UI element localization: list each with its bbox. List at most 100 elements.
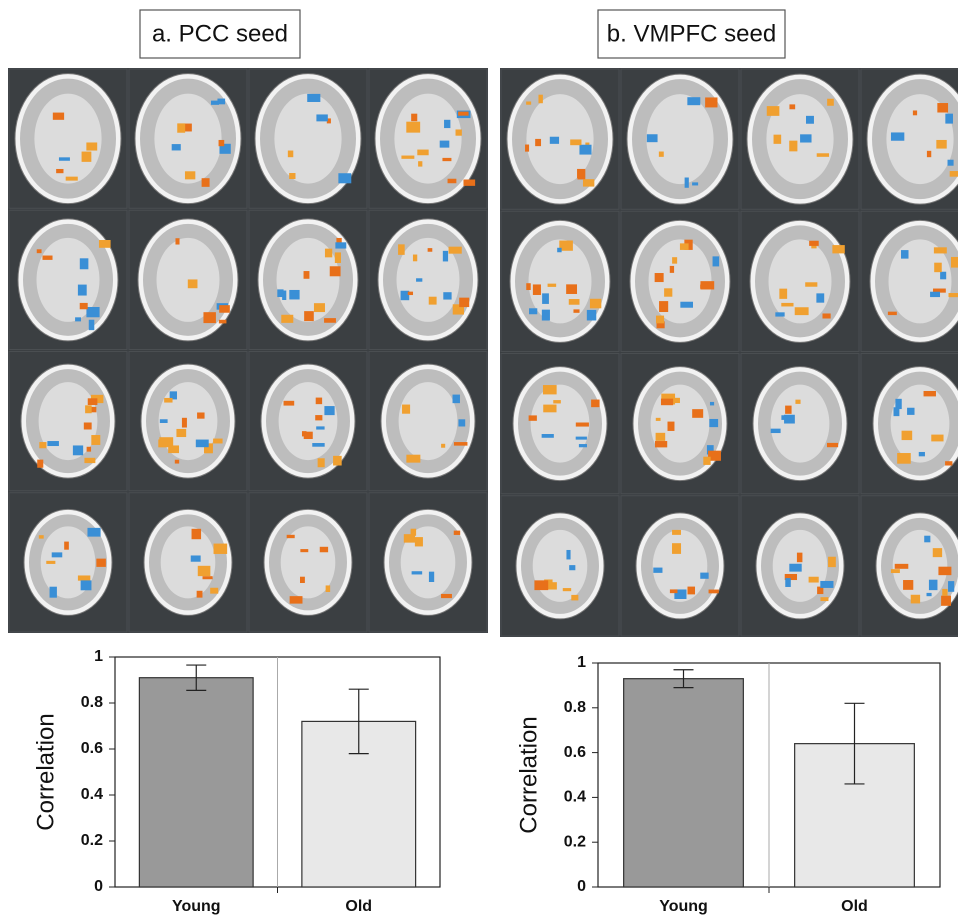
activation-blob [945, 461, 952, 465]
activation-blob [797, 553, 803, 563]
activation-blob [211, 101, 219, 105]
activation-blob [454, 442, 468, 446]
activation-blob [182, 418, 187, 428]
activation-blob [535, 139, 541, 146]
activation-blob [656, 433, 666, 441]
activation-blob [459, 298, 469, 307]
activation-blob [934, 247, 947, 253]
activation-blob [774, 135, 782, 144]
y-tick-label: 0.6 [564, 744, 586, 761]
activation-blob [172, 144, 181, 150]
activation-blob [942, 589, 947, 596]
activation-blob [198, 566, 211, 576]
x-tick-label: Young [659, 898, 708, 915]
activation-blob [542, 434, 554, 438]
activation-blob [529, 308, 537, 314]
activation-blob [656, 316, 664, 324]
activation-blob [191, 555, 201, 561]
white-matter [399, 382, 458, 460]
activation-blob [458, 419, 465, 426]
white-matter [394, 94, 461, 184]
activation-blob [670, 266, 674, 273]
activation-blob [700, 285, 713, 289]
activation-blob [164, 398, 172, 403]
activation-blob [326, 585, 331, 592]
activation-blob [316, 114, 327, 121]
activation-blob [277, 289, 283, 297]
activation-blob [789, 104, 795, 109]
activation-blob [219, 140, 225, 146]
activation-blob [789, 141, 797, 152]
activation-blob [534, 580, 548, 590]
activation-blob [709, 590, 719, 594]
activation-blob [888, 312, 897, 315]
activation-blob [316, 426, 324, 429]
y-tick-label: 0.4 [81, 786, 103, 803]
activation-blob [203, 312, 215, 323]
white-matter [891, 385, 950, 463]
activation-blob [570, 139, 581, 145]
activation-blob [767, 106, 780, 116]
activation-blob [672, 257, 677, 263]
activation-blob [78, 575, 90, 580]
activation-blob [411, 114, 417, 122]
activation-blob [576, 422, 589, 426]
activation-blob [945, 114, 953, 124]
activation-blob [590, 299, 601, 309]
activation-blob [89, 320, 95, 330]
activation-blob [412, 571, 423, 574]
activation-blob [579, 444, 587, 447]
activation-blob [700, 573, 708, 579]
activation-blob [647, 134, 658, 142]
bar [624, 679, 744, 887]
activation-blob [664, 288, 672, 296]
activation-blob [941, 596, 951, 606]
activation-blob [288, 151, 293, 158]
activation-blob [806, 116, 814, 124]
activation-blob [894, 407, 900, 416]
activation-blob [37, 460, 43, 468]
activation-blob [175, 460, 179, 464]
activation-blob [80, 303, 88, 309]
activation-blob [591, 400, 599, 408]
activation-blob [924, 391, 936, 396]
activation-blob [338, 173, 351, 183]
activation-blob [443, 292, 451, 299]
activation-blob [289, 173, 295, 179]
activation-blob [538, 95, 542, 104]
activation-blob [411, 529, 417, 536]
activation-blob [315, 415, 322, 420]
y-tick-label: 1 [577, 654, 586, 671]
activation-blob [406, 455, 420, 463]
x-tick-label: Old [841, 898, 868, 915]
activation-blob [820, 581, 833, 588]
activation-blob [304, 311, 314, 321]
panel-title: a. PCC seed [152, 20, 288, 47]
activation-blob [542, 293, 549, 304]
activation-blob [902, 431, 913, 440]
activation-blob [442, 158, 451, 161]
activation-blob [661, 399, 673, 406]
activation-blob [940, 272, 946, 280]
y-tick-label: 0.8 [81, 694, 103, 711]
activation-blob [775, 312, 784, 316]
activation-blob [210, 588, 218, 594]
y-tick-label: 0.2 [81, 832, 103, 849]
activation-blob [289, 290, 299, 300]
activation-blob [934, 263, 942, 272]
activation-blob [185, 171, 195, 179]
activation-blob [50, 587, 57, 598]
y-tick-label: 0 [94, 878, 103, 895]
figure: a. PCC seed 0 0.2 0.4 0.6 0.8 1 Correlation Youn… [0, 0, 958, 919]
y-axis-label: Correlation [515, 716, 542, 833]
activation-blob [950, 171, 958, 177]
y-tick-label: 0.8 [564, 699, 586, 716]
activation-blob [408, 292, 413, 295]
y-axis-label: Correlation [32, 713, 59, 830]
activation-blob [324, 406, 334, 415]
activation-blob [46, 561, 55, 564]
activation-blob [418, 161, 422, 166]
activation-blob [827, 99, 834, 106]
activation-blob [39, 535, 44, 538]
activation-blob [930, 292, 940, 297]
